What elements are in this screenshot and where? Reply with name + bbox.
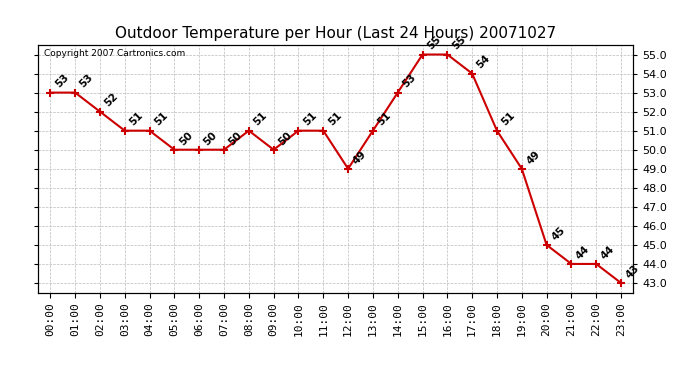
Text: 50: 50 <box>277 130 294 147</box>
Text: 49: 49 <box>351 148 368 166</box>
Text: 44: 44 <box>599 244 616 261</box>
Text: 53: 53 <box>53 72 70 90</box>
Text: 51: 51 <box>500 111 517 128</box>
Text: 51: 51 <box>375 111 393 128</box>
Text: 51: 51 <box>152 111 170 128</box>
Text: 50: 50 <box>227 130 244 147</box>
Text: 49: 49 <box>524 148 542 166</box>
Text: 55: 55 <box>425 34 442 52</box>
Text: 50: 50 <box>202 130 219 147</box>
Text: 50: 50 <box>177 130 195 147</box>
Text: 52: 52 <box>103 92 120 109</box>
Text: 51: 51 <box>128 111 145 128</box>
Text: 51: 51 <box>326 111 344 128</box>
Text: 53: 53 <box>400 72 418 90</box>
Text: Copyright 2007 Cartronics.com: Copyright 2007 Cartronics.com <box>44 49 185 58</box>
Text: 51: 51 <box>302 111 319 128</box>
Text: 51: 51 <box>252 111 269 128</box>
Text: 55: 55 <box>450 34 467 52</box>
Text: 45: 45 <box>549 225 566 242</box>
Text: 53: 53 <box>78 72 95 90</box>
Text: 43: 43 <box>624 263 641 280</box>
Text: 54: 54 <box>475 53 493 71</box>
Title: Outdoor Temperature per Hour (Last 24 Hours) 20071027: Outdoor Temperature per Hour (Last 24 Ho… <box>115 26 556 41</box>
Text: 44: 44 <box>574 244 591 261</box>
